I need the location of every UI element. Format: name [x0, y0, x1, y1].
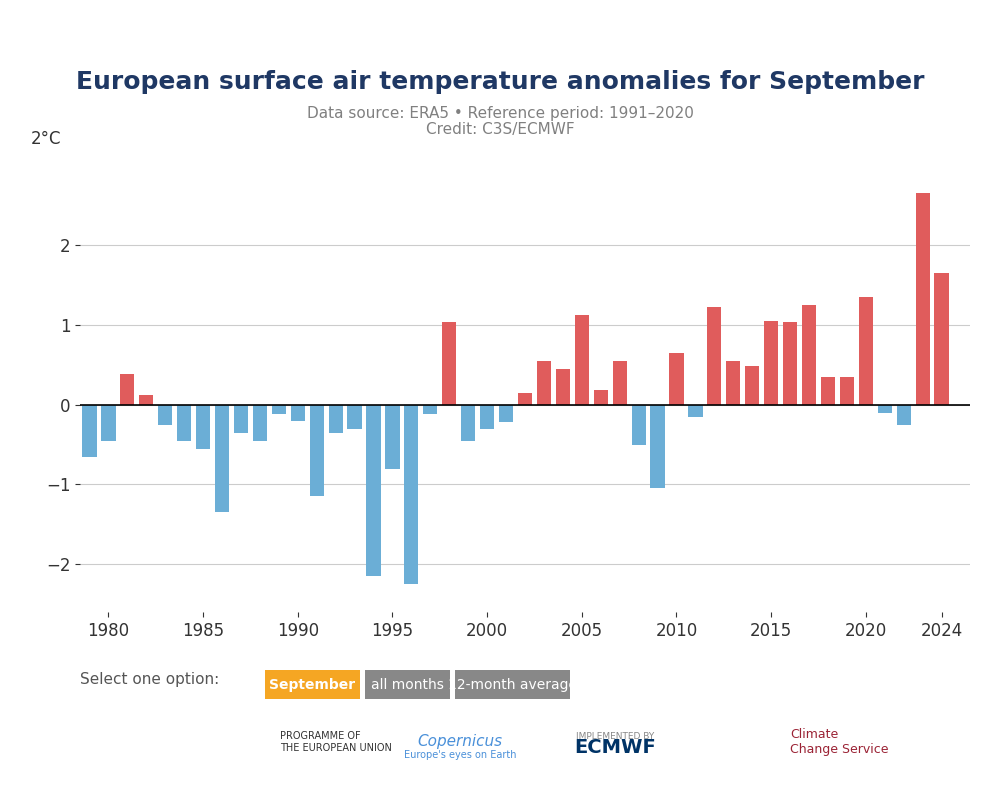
Bar — [442, 323, 456, 404]
Bar — [726, 360, 740, 404]
Text: Credit: C3S/ECMWF: Credit: C3S/ECMWF — [426, 122, 574, 137]
Text: Climate
Change Service: Climate Change Service — [790, 728, 889, 756]
Bar — [575, 315, 589, 404]
Bar — [310, 404, 324, 496]
Bar — [594, 390, 608, 404]
Text: Select one option:: Select one option: — [80, 671, 219, 687]
Bar — [897, 404, 911, 425]
Bar — [82, 404, 97, 457]
Text: Data source: ERA5 • Reference period: 1991–2020: Data source: ERA5 • Reference period: 19… — [307, 106, 693, 122]
Bar — [347, 404, 362, 429]
Text: 2°C: 2°C — [31, 130, 62, 148]
Bar — [158, 404, 172, 425]
Text: 12-month average: 12-month average — [448, 677, 577, 692]
Bar — [669, 352, 684, 404]
Bar — [404, 404, 418, 584]
Bar — [537, 360, 551, 404]
Bar — [234, 404, 248, 433]
Bar — [859, 297, 873, 404]
Text: ECMWF: ECMWF — [574, 738, 656, 757]
Bar — [688, 404, 703, 417]
Bar — [120, 374, 134, 404]
Bar — [556, 369, 570, 404]
Bar — [783, 323, 797, 404]
Text: Copernicus: Copernicus — [417, 734, 503, 750]
Bar — [253, 404, 267, 440]
Bar — [423, 404, 437, 414]
Bar — [329, 404, 343, 433]
Bar — [196, 404, 210, 448]
Bar — [916, 193, 930, 404]
Bar — [934, 273, 949, 404]
Bar — [632, 404, 646, 444]
Bar — [613, 360, 627, 404]
Bar — [291, 404, 305, 421]
Bar — [215, 404, 229, 513]
Bar — [707, 307, 721, 404]
Text: September: September — [269, 677, 356, 692]
Bar — [802, 305, 816, 404]
Bar — [366, 404, 381, 576]
Text: all months: all months — [371, 677, 444, 692]
Bar — [101, 404, 116, 440]
Bar — [840, 377, 854, 404]
Text: European surface air temperature anomalies for September: European surface air temperature anomali… — [76, 71, 924, 94]
Bar — [272, 404, 286, 414]
Bar — [177, 404, 191, 440]
Bar — [745, 367, 759, 404]
Text: IMPLEMENTED BY: IMPLEMENTED BY — [576, 732, 654, 741]
Text: PROGRAMME OF
THE EUROPEAN UNION: PROGRAMME OF THE EUROPEAN UNION — [280, 731, 392, 753]
Bar — [499, 404, 513, 422]
Bar — [878, 404, 892, 413]
Bar — [518, 392, 532, 404]
Text: Europe's eyes on Earth: Europe's eyes on Earth — [404, 750, 516, 760]
Bar — [650, 404, 665, 488]
Bar — [461, 404, 475, 440]
Bar — [385, 404, 400, 469]
Bar — [139, 395, 153, 404]
Bar — [480, 404, 494, 429]
Bar — [821, 377, 835, 404]
Bar — [764, 321, 778, 404]
